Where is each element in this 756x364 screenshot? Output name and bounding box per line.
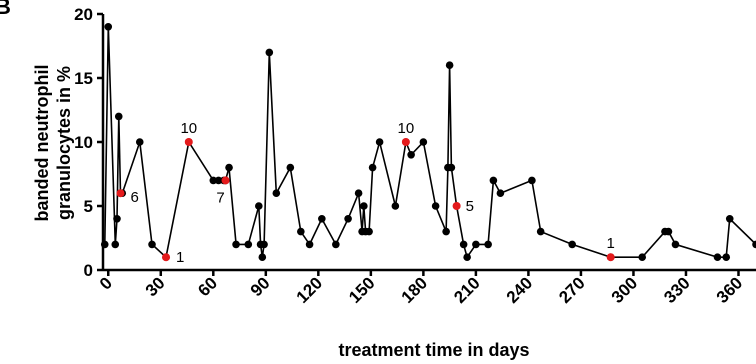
data-point — [265, 48, 274, 57]
data-point — [442, 227, 450, 236]
x-tick-label: 30 — [142, 273, 169, 300]
data-point — [489, 176, 498, 185]
data-point — [332, 240, 340, 249]
series-line — [104, 26, 756, 260]
y-axis-label-line-1: banded neutrophil — [32, 65, 52, 222]
x-tick-label: 150 — [345, 273, 378, 306]
data-point — [496, 189, 505, 197]
data-point — [113, 215, 121, 223]
data-point — [305, 240, 314, 249]
data-point — [671, 240, 680, 249]
data-point — [725, 215, 734, 223]
data-point — [232, 240, 240, 249]
data-point — [214, 176, 223, 185]
data-point — [536, 227, 545, 236]
y-axis-label-line-2: granulocytes in % — [54, 66, 74, 220]
data-point — [258, 253, 267, 261]
data-point — [445, 61, 454, 69]
point-annotation: 10 — [180, 120, 197, 137]
data-point — [463, 253, 471, 261]
y-tick-label: 5 — [84, 197, 93, 216]
data-point — [114, 112, 123, 121]
data-point — [368, 163, 377, 172]
point-annotation: 10 — [398, 120, 415, 137]
y-tick-label: 20 — [74, 5, 93, 24]
data-point — [447, 163, 456, 172]
panel-letter: B — [0, 0, 11, 19]
data-point — [244, 240, 253, 249]
highlighted-point — [452, 202, 461, 210]
data-point — [407, 151, 415, 159]
x-axis-label: treatment time in days — [338, 340, 529, 360]
data-point — [459, 240, 468, 249]
x-tick-label: 90 — [247, 273, 274, 300]
data-point — [209, 176, 218, 185]
data-point — [360, 202, 368, 210]
data-point — [272, 189, 281, 197]
point-annotation: 5 — [466, 198, 474, 215]
data-point — [135, 138, 144, 146]
highlighted-point — [606, 253, 615, 262]
data-point — [260, 240, 268, 249]
y-tick-label: 15 — [74, 69, 93, 88]
data-point — [484, 240, 492, 249]
x-tick-label: 240 — [503, 273, 536, 306]
point-annotation: 6 — [131, 189, 139, 206]
data-point — [297, 227, 305, 236]
data-point — [664, 227, 673, 236]
data-point — [286, 163, 295, 172]
highlighted-point — [184, 138, 193, 146]
x-tick-label: 270 — [555, 273, 588, 306]
data-point — [722, 253, 731, 261]
data-point — [419, 138, 428, 146]
x-tick-label: 120 — [293, 273, 326, 306]
annotations: 6 1 10 7 10 5 1 — [116, 120, 615, 266]
y-axis-label: banded neutrophil granulocytes in % — [32, 65, 74, 222]
x-tick-label: 300 — [608, 273, 641, 306]
data-point — [472, 240, 480, 249]
x-tick-label: 180 — [398, 273, 431, 306]
data-point — [568, 240, 576, 249]
data-point — [354, 189, 363, 197]
highlighted-point — [162, 253, 171, 262]
x-tick-label: 360 — [713, 273, 746, 306]
x-tick-label: 210 — [450, 273, 483, 306]
data-point — [104, 23, 113, 31]
data-point — [111, 240, 120, 249]
data-point — [365, 227, 373, 236]
point-annotation: 1 — [607, 235, 615, 252]
data-point — [528, 176, 536, 185]
data-point — [391, 202, 400, 210]
data-point — [255, 202, 263, 210]
series-layer — [100, 23, 756, 261]
data-point — [344, 215, 352, 223]
data-point — [318, 215, 326, 223]
data-point — [752, 240, 756, 249]
point-annotation: 1 — [176, 249, 184, 266]
x-tick-label: 330 — [660, 273, 693, 306]
data-point — [431, 202, 440, 210]
highlighted-point — [221, 176, 230, 185]
highlighted-point — [401, 138, 410, 146]
y-tick-label: 0 — [84, 261, 93, 280]
highlighted-point — [116, 189, 125, 198]
data-point — [375, 138, 384, 146]
data-point — [100, 240, 109, 249]
data-point — [638, 253, 647, 261]
data-point — [713, 253, 722, 261]
x-tick-label: 0 — [96, 273, 116, 293]
data-point — [148, 240, 156, 249]
point-annotation: 7 — [216, 189, 224, 206]
y-tick-label: 10 — [74, 133, 93, 152]
x-tick-label: 60 — [194, 273, 221, 300]
data-point — [225, 163, 233, 172]
